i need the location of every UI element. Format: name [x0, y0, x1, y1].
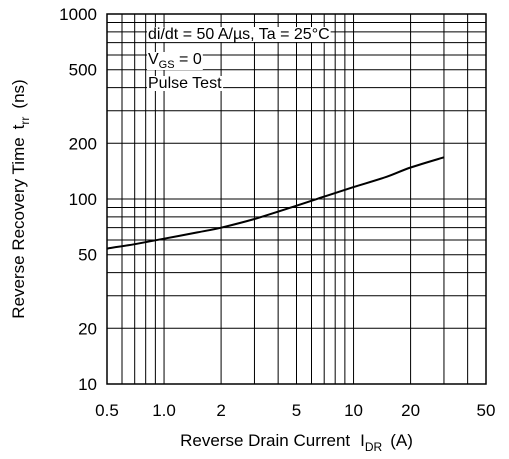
x-tick-label: 20	[401, 401, 420, 420]
y-axis-label: Reverse Recovery Time trr (ns)	[9, 79, 32, 318]
x-tick-label: 10	[344, 401, 363, 420]
y-tick-label: 10	[78, 375, 97, 394]
x-axis-label-unit: (A)	[390, 431, 413, 450]
annotation-vgs-rest: = 0	[175, 51, 202, 68]
annotation-background	[147, 52, 203, 70]
x-tick-labels: 0.5 1.0 2 5 10 20 50	[95, 401, 495, 420]
x-axis-label-sub: DR	[365, 440, 383, 454]
annotation-condition: di/dt = 50 A/µs, Ta = 25°C	[148, 26, 330, 43]
plot-frame	[106, 13, 487, 385]
y-tick-label: 20	[78, 319, 97, 338]
y-axis-label-main: Reverse Recovery Time	[9, 137, 28, 318]
y-tick-label: 500	[69, 61, 97, 80]
x-axis-label: Reverse Drain Current IDR (A)	[180, 431, 413, 454]
x-tick-label: 50	[477, 401, 496, 420]
y-axis-label-symbol: t	[9, 124, 28, 129]
x-tick-label: 5	[292, 401, 301, 420]
y-tick-label: 200	[69, 134, 97, 153]
grid	[107, 14, 486, 384]
y-tick-label: 100	[69, 190, 97, 209]
series-line	[106, 156, 445, 250]
annotation-test: Pulse Test	[148, 75, 222, 92]
annotation-vgs-sub: GS	[159, 59, 175, 71]
annotation-background	[147, 76, 224, 91]
x-tick-label: 2	[216, 401, 225, 420]
x-axis-label-symbol: I	[360, 431, 365, 450]
annotation-background	[147, 27, 331, 42]
annotation-vgs: VGS = 0	[148, 51, 202, 71]
annotation-vgs-symbol: V	[148, 51, 159, 68]
annotation-box: di/dt = 50 A/µs, Ta = 25°C VGS = 0 Pulse…	[147, 26, 331, 92]
x-axis-label-main: Reverse Drain Current	[180, 431, 350, 450]
x-tick-label: 1.0	[152, 401, 176, 420]
y-tick-label: 1000	[59, 5, 97, 24]
y-axis-label-unit: (ns)	[9, 79, 28, 108]
y-tick-label: 50	[78, 246, 97, 265]
y-tick-labels: 10 20 50 100 200 500 1000	[59, 5, 97, 394]
x-tick-label: 0.5	[95, 401, 119, 420]
y-axis-label-sub: rr	[18, 117, 32, 125]
